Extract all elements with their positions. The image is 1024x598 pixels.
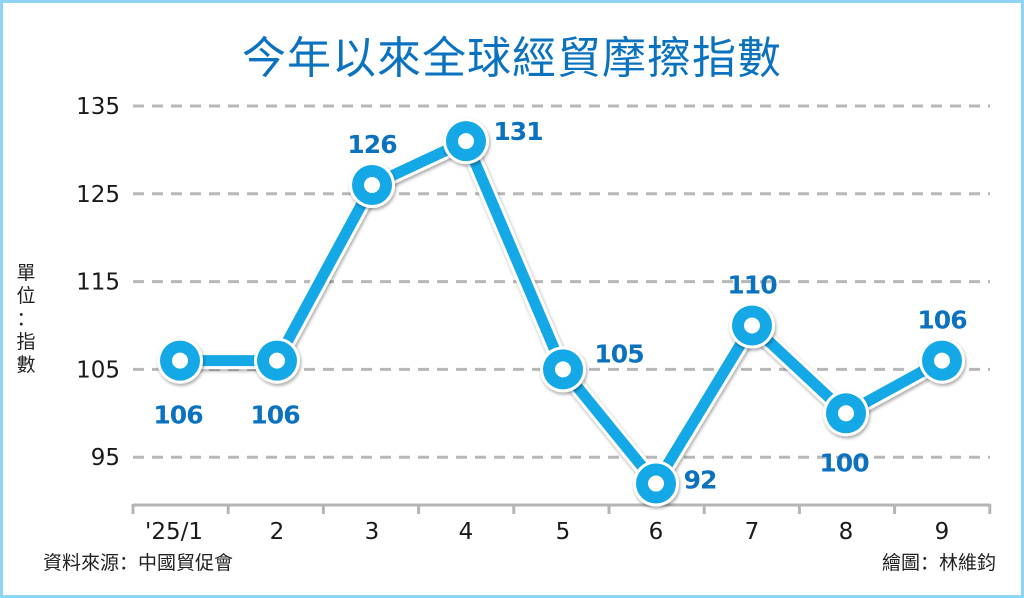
y-tick-label: 105 xyxy=(76,357,120,383)
unit-char: 數 xyxy=(16,354,36,376)
y-axis-ticks: 135 125 115 105 95 xyxy=(76,94,120,471)
data-label: 105 xyxy=(594,339,643,368)
credit-note: 繪圖：林維鈞 xyxy=(881,552,996,574)
data-label: 106 xyxy=(917,306,967,335)
chart-title: 今年以來全球經貿摩擦指數 xyxy=(242,33,782,84)
marker-center xyxy=(744,317,760,334)
y-axis-unit-label: 單 位 ： 指 數 xyxy=(14,262,38,377)
x-tick-label: 9 xyxy=(935,519,950,545)
x-tick-label: '25/1 xyxy=(145,519,203,545)
data-label: 110 xyxy=(727,271,777,300)
x-tick-label: 6 xyxy=(649,519,664,545)
unit-char: 指 xyxy=(16,331,36,353)
x-tick-label: 7 xyxy=(745,519,760,545)
y-tick-label: 95 xyxy=(91,445,120,471)
marker-center xyxy=(172,352,188,369)
data-labels: 106 106 126 131 105 92 110 100 106 xyxy=(153,117,968,495)
x-tick-label: 4 xyxy=(459,519,474,545)
data-label: 92 xyxy=(684,466,717,495)
marker-center xyxy=(458,133,474,150)
y-tick-label: 125 xyxy=(76,182,120,208)
x-tick-label: 3 xyxy=(365,519,380,545)
unit-char: ： xyxy=(16,308,36,330)
source-note: 資料來源：中國貿促會 xyxy=(43,552,234,574)
data-label: 106 xyxy=(250,401,300,430)
x-tick-label: 5 xyxy=(556,519,571,545)
data-label: 100 xyxy=(819,448,869,477)
data-label: 106 xyxy=(153,401,203,430)
x-tick-label: 8 xyxy=(839,519,854,545)
unit-char: 單 xyxy=(16,262,36,284)
marker-center xyxy=(555,361,571,378)
y-tick-label: 135 xyxy=(76,94,120,120)
y-tick-label: 115 xyxy=(76,270,120,296)
x-axis: '25/1 2 3 4 5 6 7 8 9 xyxy=(131,503,992,545)
marker-center xyxy=(364,177,380,194)
data-label: 126 xyxy=(347,130,397,159)
unit-char: 位 xyxy=(16,285,36,307)
marker-center xyxy=(269,352,285,369)
marker-center xyxy=(648,475,664,492)
marker-center xyxy=(934,352,950,369)
marker-center xyxy=(838,405,854,422)
x-tick-label: 2 xyxy=(270,519,285,545)
data-series xyxy=(157,118,965,507)
data-label: 131 xyxy=(493,117,542,146)
